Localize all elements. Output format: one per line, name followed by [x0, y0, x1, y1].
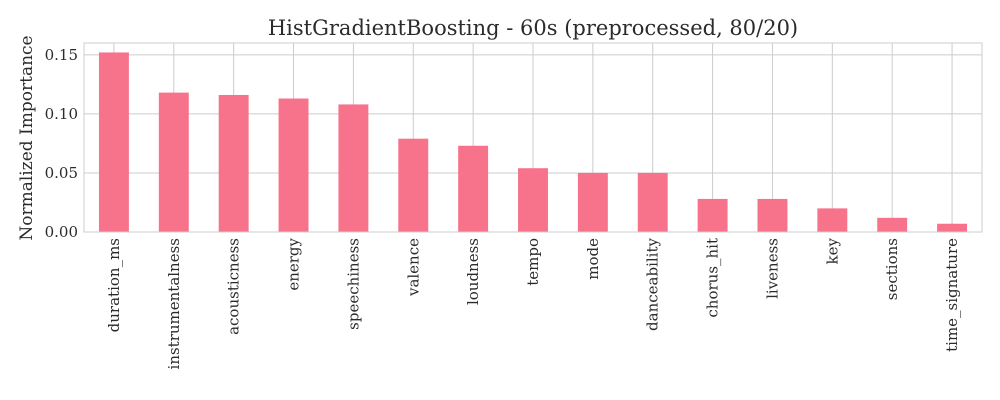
x-axis-ticks: duration_ms instrumentalness acousticness e…: [105, 237, 961, 369]
bar-liveness: [757, 198, 788, 232]
bar-valence: [398, 138, 429, 232]
bar-sections: [877, 217, 908, 232]
x-tick-label: sections: [883, 238, 901, 300]
y-axis-ticks: 0.00 0.05 0.10 0.15: [45, 46, 78, 241]
chart-title: HistGradientBoosting - 60s (preprocessed…: [268, 16, 798, 40]
bar-tempo: [518, 168, 548, 232]
y-tick-label: 0.10: [45, 105, 78, 123]
x-tick-label: speechiness: [344, 238, 362, 330]
bar-mode: [577, 172, 608, 232]
x-tick-label: tempo: [524, 238, 542, 286]
bar-time-signature: [937, 223, 968, 232]
y-tick-label: 0.05: [45, 164, 78, 182]
bar-key: [817, 208, 848, 232]
x-tick-label: danceability: [644, 237, 662, 330]
x-tick-label: duration_ms: [105, 238, 123, 332]
x-tick-label: time_signature: [943, 238, 961, 352]
bar-loudness: [458, 145, 489, 232]
x-tick-label: mode: [584, 238, 602, 280]
x-tick-label: acousticness: [225, 238, 243, 335]
bar-acousticness: [218, 94, 249, 232]
plot-frame: [83, 42, 983, 233]
x-tick-label: loudness: [464, 238, 482, 305]
bar-energy: [278, 98, 309, 232]
bar-speechiness: [338, 104, 369, 232]
x-tick-label: valence: [404, 238, 422, 297]
bars: [98, 52, 968, 233]
x-tick-label: liveness: [763, 238, 781, 299]
bar-danceability: [637, 172, 668, 232]
x-tick-label: key: [823, 237, 841, 264]
y-tick-label: 0.00: [45, 223, 78, 241]
x-tick-label: chorus_hit: [704, 238, 722, 318]
x-tick-label: energy: [285, 237, 303, 290]
y-tick-label: 0.15: [45, 46, 78, 64]
bar-instrumentalness: [158, 92, 189, 232]
y-axis-label: Normalized Importance: [17, 35, 37, 240]
bar-duration-ms: [98, 52, 129, 233]
bar-chorus-hit: [697, 198, 728, 232]
x-tick-label: instrumentalness: [165, 238, 183, 369]
